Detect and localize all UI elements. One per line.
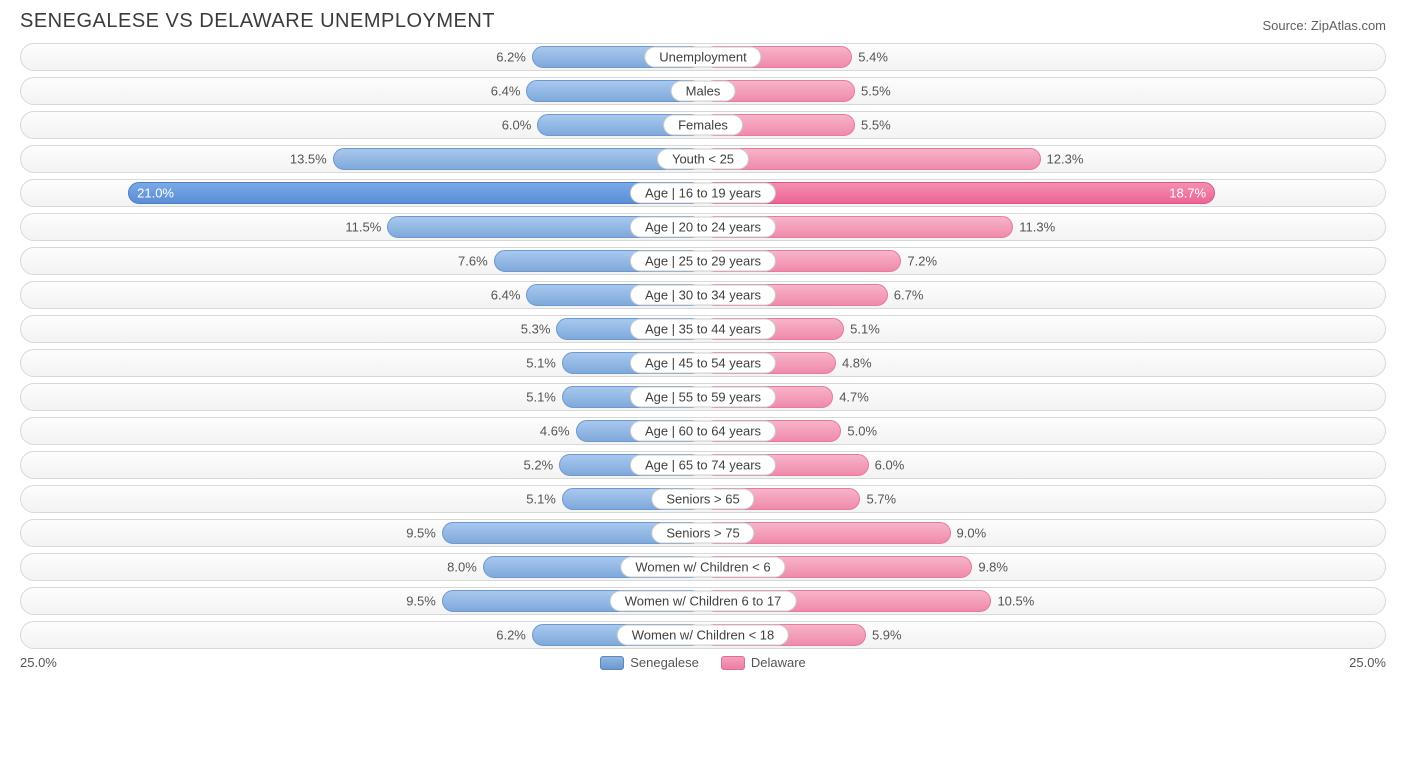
- value-left: 5.3%: [521, 322, 551, 337]
- chart-row: 21.0% 18.7% Age | 16 to 19 years: [20, 179, 1386, 207]
- category-label: Unemployment: [644, 47, 761, 68]
- value-right: 6.7%: [894, 288, 924, 303]
- value-left: 5.1%: [526, 356, 556, 371]
- chart-row: 11.5% 11.3% Age | 20 to 24 years: [20, 213, 1386, 241]
- value-right: 7.2%: [907, 254, 937, 269]
- value-right: 18.7%: [1169, 186, 1206, 201]
- category-label: Age | 20 to 24 years: [630, 217, 776, 238]
- category-label: Age | 30 to 34 years: [630, 285, 776, 306]
- value-left: 6.4%: [491, 84, 521, 99]
- category-label: Age | 25 to 29 years: [630, 251, 776, 272]
- chart-row: 7.6% 7.2% Age | 25 to 29 years: [20, 247, 1386, 275]
- bar-right: [703, 148, 1041, 170]
- value-left: 21.0%: [137, 186, 174, 201]
- value-right: 5.5%: [861, 84, 891, 99]
- value-left: 9.5%: [406, 594, 436, 609]
- chart-row: 5.1% 4.8% Age | 45 to 54 years: [20, 349, 1386, 377]
- category-label: Women w/ Children 6 to 17: [610, 591, 797, 612]
- value-right: 5.7%: [866, 492, 896, 507]
- value-right: 5.5%: [861, 118, 891, 133]
- chart-row: 6.4% 5.5% Males: [20, 77, 1386, 105]
- category-label: Women w/ Children < 18: [617, 625, 789, 646]
- value-left: 5.1%: [526, 492, 556, 507]
- chart-row: 6.2% 5.4% Unemployment: [20, 43, 1386, 71]
- value-right: 12.3%: [1047, 152, 1084, 167]
- source-attribution: Source: ZipAtlas.com: [1262, 18, 1386, 33]
- value-left: 4.6%: [540, 424, 570, 439]
- category-label: Women w/ Children < 6: [620, 557, 785, 578]
- category-label: Seniors > 75: [651, 523, 754, 544]
- value-left: 13.5%: [290, 152, 327, 167]
- chart-title: SENEGALESE VS DELAWARE UNEMPLOYMENT: [20, 10, 495, 33]
- chart-row: 9.5% 9.0% Seniors > 75: [20, 519, 1386, 547]
- value-right: 11.3%: [1019, 220, 1055, 235]
- category-label: Age | 55 to 59 years: [630, 387, 776, 408]
- value-right: 10.5%: [997, 594, 1034, 609]
- value-right: 5.0%: [847, 424, 877, 439]
- value-left: 7.6%: [458, 254, 488, 269]
- butterfly-chart: 6.2% 5.4% Unemployment 6.4% 5.5% Males 6.0% 5.5…: [20, 43, 1386, 649]
- chart-row: 6.4% 6.7% Age | 30 to 34 years: [20, 281, 1386, 309]
- chart-row: 4.6% 5.0% Age | 60 to 64 years: [20, 417, 1386, 445]
- chart-row: 9.5% 10.5% Women w/ Children 6 to 17: [20, 587, 1386, 615]
- bar-right: 18.7%: [703, 182, 1215, 204]
- legend: Senegalese Delaware: [600, 655, 806, 670]
- legend-label-left: Senegalese: [630, 655, 699, 670]
- value-left: 6.2%: [496, 50, 526, 65]
- value-left: 6.2%: [496, 628, 526, 643]
- category-label: Age | 45 to 54 years: [630, 353, 776, 374]
- legend-label-right: Delaware: [751, 655, 806, 670]
- chart-row: 5.1% 4.7% Age | 55 to 59 years: [20, 383, 1386, 411]
- chart-row: 6.2% 5.9% Women w/ Children < 18: [20, 621, 1386, 649]
- chart-row: 5.2% 6.0% Age | 65 to 74 years: [20, 451, 1386, 479]
- value-right: 4.7%: [839, 390, 869, 405]
- category-label: Youth < 25: [657, 149, 749, 170]
- value-right: 5.4%: [858, 50, 888, 65]
- chart-row: 5.1% 5.7% Seniors > 65: [20, 485, 1386, 513]
- category-label: Age | 65 to 74 years: [630, 455, 776, 476]
- chart-row: 5.3% 5.1% Age | 35 to 44 years: [20, 315, 1386, 343]
- bar-left: [333, 148, 703, 170]
- category-label: Age | 35 to 44 years: [630, 319, 776, 340]
- legend-item-right: Delaware: [721, 655, 806, 670]
- value-left: 11.5%: [345, 220, 381, 235]
- value-right: 4.8%: [842, 356, 872, 371]
- legend-swatch-senegalese: [600, 656, 624, 670]
- value-left: 5.2%: [524, 458, 554, 473]
- category-label: Age | 16 to 19 years: [630, 183, 776, 204]
- value-left: 6.4%: [491, 288, 521, 303]
- value-right: 5.9%: [872, 628, 902, 643]
- legend-swatch-delaware: [721, 656, 745, 670]
- value-right: 6.0%: [875, 458, 905, 473]
- value-right: 5.1%: [850, 322, 880, 337]
- axis-right-max: 25.0%: [1349, 655, 1386, 670]
- value-right: 9.8%: [978, 560, 1008, 575]
- value-left: 5.1%: [526, 390, 556, 405]
- chart-row: 13.5% 12.3% Youth < 25: [20, 145, 1386, 173]
- bar-left: 21.0%: [128, 182, 703, 204]
- axis-left-max: 25.0%: [20, 655, 57, 670]
- category-label: Females: [663, 115, 743, 136]
- value-left: 6.0%: [502, 118, 532, 133]
- chart-row: 6.0% 5.5% Females: [20, 111, 1386, 139]
- value-left: 8.0%: [447, 560, 477, 575]
- value-left: 9.5%: [406, 526, 436, 541]
- category-label: Age | 60 to 64 years: [630, 421, 776, 442]
- value-right: 9.0%: [957, 526, 987, 541]
- chart-row: 8.0% 9.8% Women w/ Children < 6: [20, 553, 1386, 581]
- category-label: Seniors > 65: [651, 489, 754, 510]
- category-label: Males: [671, 81, 736, 102]
- legend-item-left: Senegalese: [600, 655, 699, 670]
